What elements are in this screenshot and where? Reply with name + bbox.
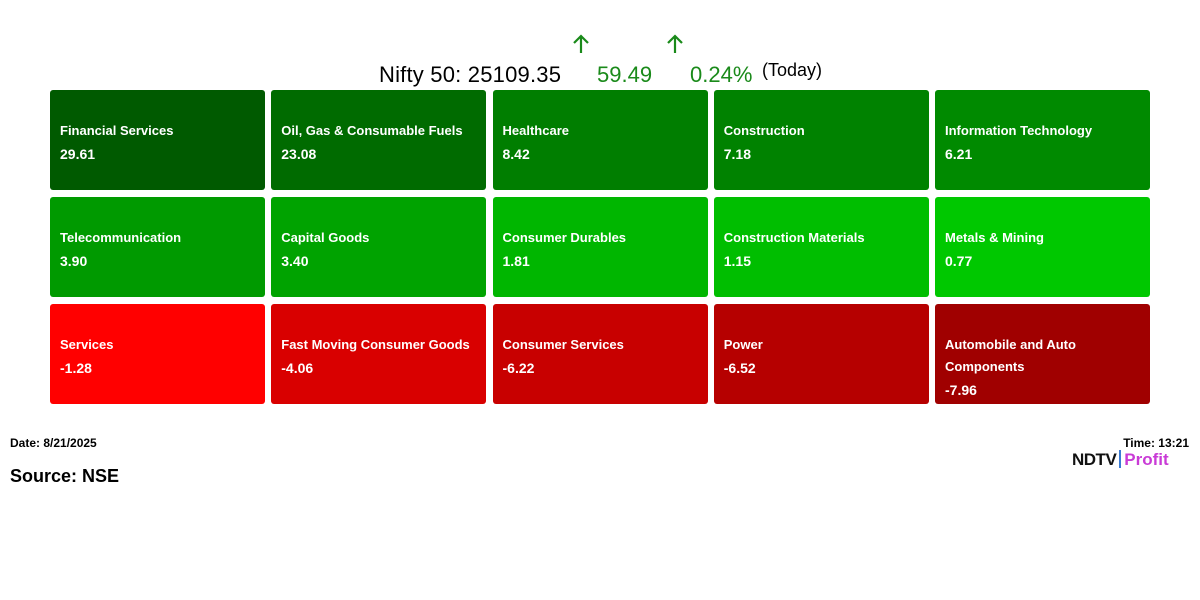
up-arrow-icon (573, 34, 589, 53)
sector-tile: Capital Goods 3.40 (271, 197, 487, 297)
sector-name: Consumer Services (502, 337, 624, 352)
sector-name: Power (723, 337, 763, 352)
sector-name: Fast Moving Consumer Goods (281, 337, 470, 352)
sector-value: 3.90 (60, 253, 88, 269)
sector-name: Financial Services (60, 123, 174, 138)
source-label: Source: NSE (10, 466, 120, 486)
logo-profit-text: Profit (1124, 450, 1169, 469)
sector-value: 7.18 (723, 146, 751, 162)
sector-name: Consumer Durables (502, 230, 627, 245)
sector-heatmap: Financial Services 29.61 Oil, Gas & Consum… (50, 90, 1150, 404)
sector-tile: Automobile and Auto Components -7.96 (935, 304, 1150, 404)
sector-value: -6.22 (502, 360, 535, 376)
sector-name: Information Technology (945, 123, 1093, 138)
period-label: (Today) (762, 60, 823, 80)
date-label: Date: 8/21/2025 (10, 436, 97, 450)
sector-name: Capital Goods (281, 230, 370, 245)
sector-tile: Financial Services 29.61 (50, 90, 265, 190)
sector-name: Services (60, 337, 114, 352)
sector-tile: Construction 7.18 (713, 90, 929, 190)
sector-name: Automobile and Auto Components (945, 337, 1076, 374)
index-label: Nifty 50: 25109.35 (379, 62, 562, 87)
sector-value: 23.08 (281, 146, 317, 162)
sector-tile: Information Technology 6.21 (935, 90, 1150, 190)
time-label: Time: 13:21 (1123, 436, 1189, 450)
sector-tile: Construction Materials 1.15 (713, 197, 929, 297)
sector-name: Telecommunication (60, 230, 182, 245)
sector-tile: Services -1.28 (50, 304, 265, 404)
sector-value: 8.42 (502, 146, 530, 162)
sector-name: Construction (723, 123, 805, 138)
sector-tile: Power -6.52 (713, 304, 929, 404)
sector-value: 1.81 (502, 253, 530, 269)
sector-name: Oil, Gas & Consumable Fuels (281, 123, 463, 138)
sector-value: 6.21 (945, 146, 973, 162)
index-change-percent: 0.24% (690, 62, 753, 87)
sector-value: 0.77 (945, 253, 973, 269)
ndtv-profit-logo: NDTV Profit (1072, 450, 1169, 470)
sector-name: Healthcare (502, 123, 569, 138)
logo-divider (1119, 450, 1122, 468)
index-header: Nifty 50: 25109.35 59.49 0.24% (Today) (0, 60, 1200, 90)
sector-tile: Oil, Gas & Consumable Fuels 23.08 (271, 90, 487, 190)
sector-tile: Fast Moving Consumer Goods -4.06 (271, 304, 487, 404)
sector-tile: Consumer Services -6.22 (492, 304, 708, 404)
sector-value: -7.96 (945, 382, 977, 398)
index-change: 59.49 (597, 62, 653, 87)
up-arrow-icon (667, 34, 683, 53)
sector-value: 29.61 (60, 146, 96, 162)
sector-value: 3.40 (281, 253, 309, 269)
sector-tile: Healthcare 8.42 (492, 90, 708, 190)
sector-tile: Consumer Durables 1.81 (492, 197, 708, 297)
sector-name: Metals & Mining (945, 230, 1044, 245)
sector-value: -6.52 (723, 360, 756, 376)
sector-name: Construction Materials (723, 230, 865, 245)
sector-value: -4.06 (281, 360, 314, 376)
logo-ndtv-text: NDTV (1072, 450, 1117, 469)
sector-value: -1.28 (60, 360, 92, 376)
sector-value: 1.15 (723, 253, 751, 269)
sector-tile: Metals & Mining 0.77 (935, 197, 1150, 297)
sector-tile: Telecommunication 3.90 (50, 197, 265, 297)
